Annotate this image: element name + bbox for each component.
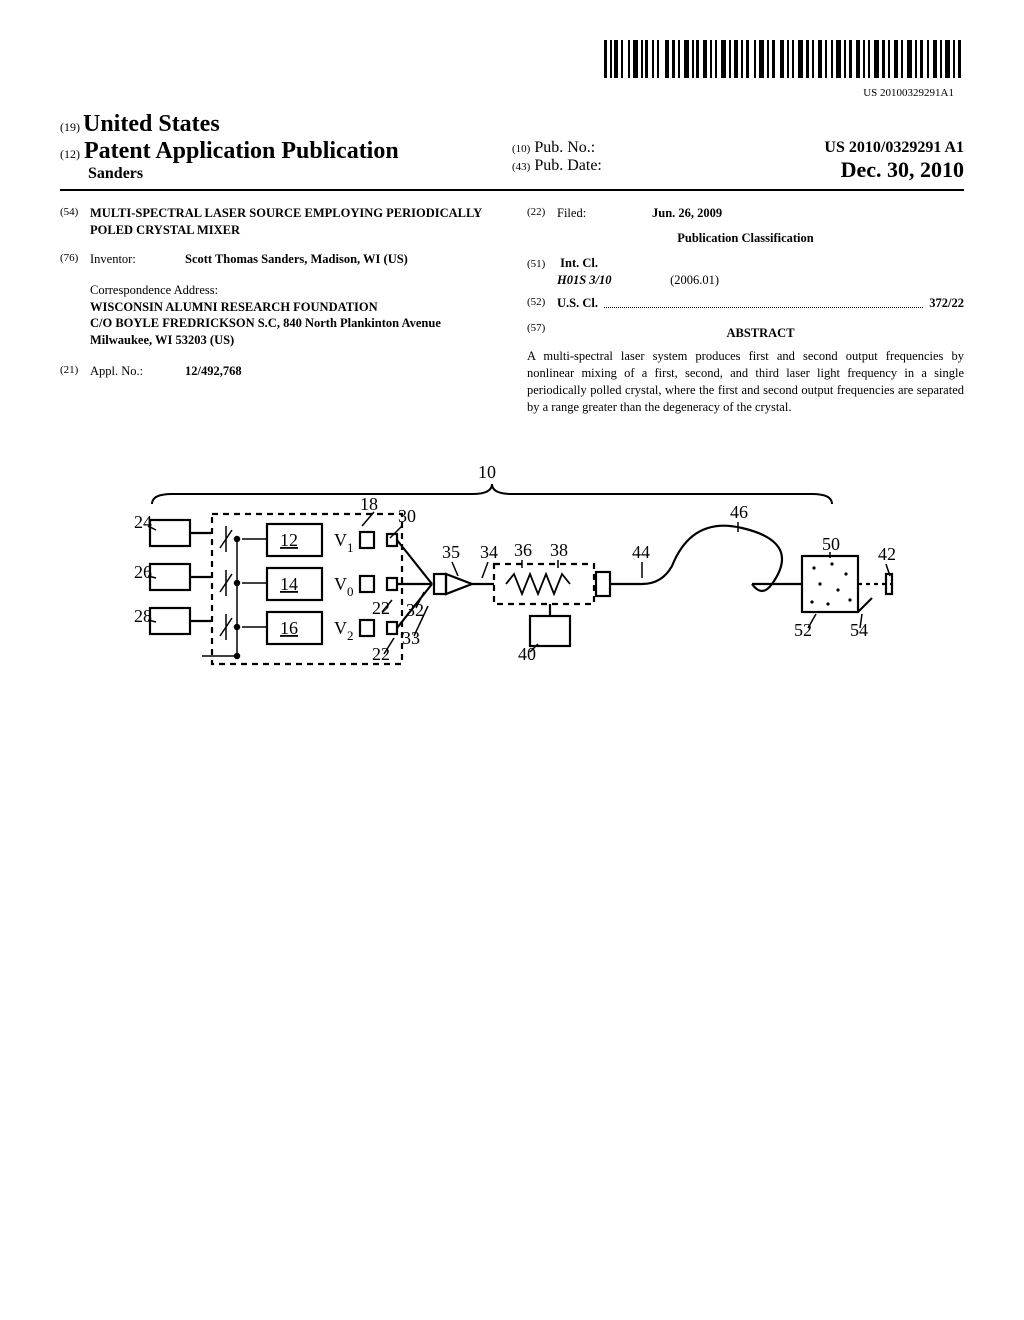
corr-name: WISCONSIN ALUMNI RESEARCH FOUNDATION [90, 300, 378, 314]
fig-ref-46: 46 [730, 502, 748, 522]
pubdate-label: Pub. Date: [534, 157, 602, 174]
pub-class-heading: Publication Classification [527, 230, 964, 247]
uscl-value: 372/22 [929, 295, 964, 312]
fig-ref-36: 36 [514, 540, 532, 560]
corr-label: Correspondence Address: [90, 282, 497, 299]
fig-ref-32: 32 [406, 600, 424, 620]
barcode-svg [604, 40, 964, 78]
author-name: Sanders [88, 165, 512, 183]
corr-city: Milwaukee, WI 53203 (US) [90, 333, 234, 347]
fig-ref-26: 26 [134, 562, 152, 582]
applno-num: (21) [60, 363, 90, 380]
fig-ref-40: 40 [518, 644, 536, 664]
abstract-num: (57) [527, 321, 557, 348]
fig-ref-35: 35 [442, 542, 460, 562]
corr-street: C/O BOYLE FREDRICKSON S.C, 840 North Pla… [90, 316, 441, 330]
fig-ref-44: 44 [632, 542, 650, 562]
patent-figure: 10 18 12 14 16 V1 V0 V2 [60, 456, 964, 701]
filed-label: Filed: [557, 205, 652, 222]
applno-label: Appl. No.: [90, 363, 185, 380]
fig-ref-14: 14 [280, 574, 298, 594]
uscl-label: U.S. Cl. [557, 295, 598, 312]
fig-ref-18: 18 [360, 494, 378, 514]
fig-ref-10: 10 [478, 462, 496, 482]
pubdate-value: Dec. 30, 2010 [841, 157, 964, 183]
fig-ref-22b: 22 [372, 644, 390, 664]
abstract-heading: ABSTRACT [557, 325, 964, 342]
applno-value: 12/492,768 [185, 364, 242, 378]
fig-v0: V [334, 574, 347, 594]
fig-ref-33: 33 [402, 628, 420, 648]
fig-ref-50: 50 [822, 534, 840, 554]
fig-v2s: 2 [347, 628, 354, 643]
fig-v1: V [334, 530, 347, 550]
pub-title: Patent Application Publication [84, 138, 399, 164]
fig-v2: V [334, 618, 347, 638]
fig-ref-42: 42 [878, 544, 896, 564]
intcl-label: Int. Cl. [560, 256, 598, 270]
abstract-text: A multi-spectral laser system produces f… [527, 348, 964, 416]
intcl-code: H01S 3/10 [557, 272, 667, 289]
title-num: (54) [60, 205, 90, 239]
inventor-name: Scott Thomas Sanders, Madison, WI (US) [185, 252, 408, 266]
filed-num: (22) [527, 205, 557, 222]
fig-ref-22a: 22 [372, 598, 390, 618]
uscl-num: (52) [527, 295, 557, 312]
svg-text:V1: V1 [334, 530, 354, 555]
inventor-num: (76) [60, 251, 90, 268]
svg-text:V0: V0 [334, 574, 354, 599]
fig-v0s: 0 [347, 584, 354, 599]
uscl-dots [604, 295, 923, 309]
svg-text:V2: V2 [334, 618, 354, 643]
country-prefix: (19) [60, 120, 80, 134]
fig-ref-38: 38 [550, 540, 568, 560]
barcode [60, 40, 964, 83]
pubno-label: Pub. No.: [534, 139, 595, 156]
inventor-label: Inventor: [90, 251, 185, 268]
left-column: (54) MULTI-SPECTRAL LASER SOURCE EMPLOYI… [60, 205, 497, 416]
intcl-num: (51) [527, 257, 557, 272]
barcode-number: US 20100329291A1 [60, 87, 964, 99]
fig-ref-52: 52 [794, 620, 812, 640]
fig-ref-12: 12 [280, 530, 298, 550]
fig-ref-34: 34 [480, 542, 498, 562]
country-name: United States [83, 111, 220, 137]
fig-ref-16: 16 [280, 618, 298, 638]
figure-svg: 10 18 12 14 16 V1 V0 V2 [102, 456, 922, 696]
intcl-date: (2006.01) [670, 273, 719, 287]
divider [60, 189, 964, 191]
fig-v1s: 1 [347, 540, 354, 555]
pub-prefix: (12) [60, 147, 80, 161]
fig-ref-54: 54 [850, 620, 868, 640]
fig-ref-28: 28 [134, 606, 152, 626]
pubno-prefix: (10) [512, 143, 530, 155]
filed-value: Jun. 26, 2009 [652, 206, 722, 220]
pubno-value: US 2010/0329291 A1 [824, 139, 964, 157]
right-column: (22) Filed: Jun. 26, 2009 Publication Cl… [527, 205, 964, 416]
invention-title: MULTI-SPECTRAL LASER SOURCE EMPLOYING PE… [90, 205, 497, 239]
fig-ref-24: 24 [134, 512, 152, 532]
pubdate-prefix: (43) [512, 161, 530, 173]
fig-ref-30: 30 [398, 506, 416, 526]
